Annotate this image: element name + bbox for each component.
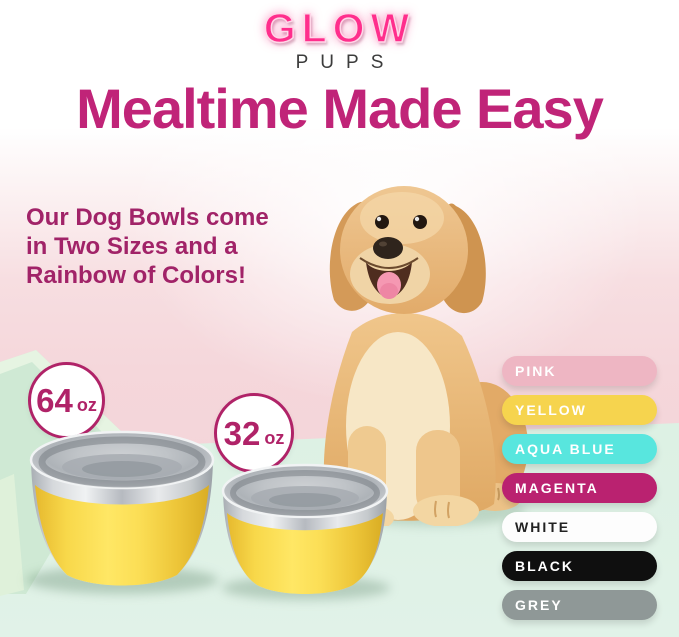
swatch-black: BLACK	[502, 551, 657, 581]
bowl-large-64oz	[29, 430, 215, 586]
puppy-right-eye	[413, 215, 427, 229]
size-badge-64oz: 64 oz	[28, 362, 105, 439]
swatch-magenta: MAGENTA	[502, 473, 657, 503]
swatch-white: WHITE	[502, 512, 657, 542]
swatch-yellow: YELLOW	[502, 395, 657, 425]
size-badge-32oz-value: 32	[223, 414, 261, 452]
brand-logo-glow: GLOW	[263, 5, 416, 52]
swatch-pink: PINK	[502, 356, 657, 386]
swatch-grey: GREY	[502, 590, 657, 620]
size-badge-64oz-unit: oz	[76, 395, 97, 415]
size-badge-32oz-unit: oz	[264, 427, 285, 448]
size-badge-64oz-value: 64	[36, 382, 73, 419]
puppy-right-leg	[416, 430, 460, 516]
bowl-small-32oz	[221, 463, 389, 594]
puppy-right-paw	[413, 495, 479, 526]
puppy-left-eye	[375, 215, 389, 229]
color-swatch-list: PINK YELLOW AQUA BLUE MAGENTA WHITE BLAC…	[502, 356, 657, 620]
puppy-photo	[323, 186, 528, 526]
tagline: Our Dog Bowls come in Two Sizes and a Ra…	[26, 204, 269, 289]
swatch-aqua-blue: AQUA BLUE	[502, 434, 657, 464]
headline: Mealtime Made Easy	[76, 77, 604, 140]
brand-sub-pups: PUPS	[295, 52, 396, 74]
size-badge-32oz: 32 oz	[214, 393, 294, 473]
puppy-nose	[373, 237, 403, 259]
brand-block: GLOW PUPS	[0, 5, 679, 74]
